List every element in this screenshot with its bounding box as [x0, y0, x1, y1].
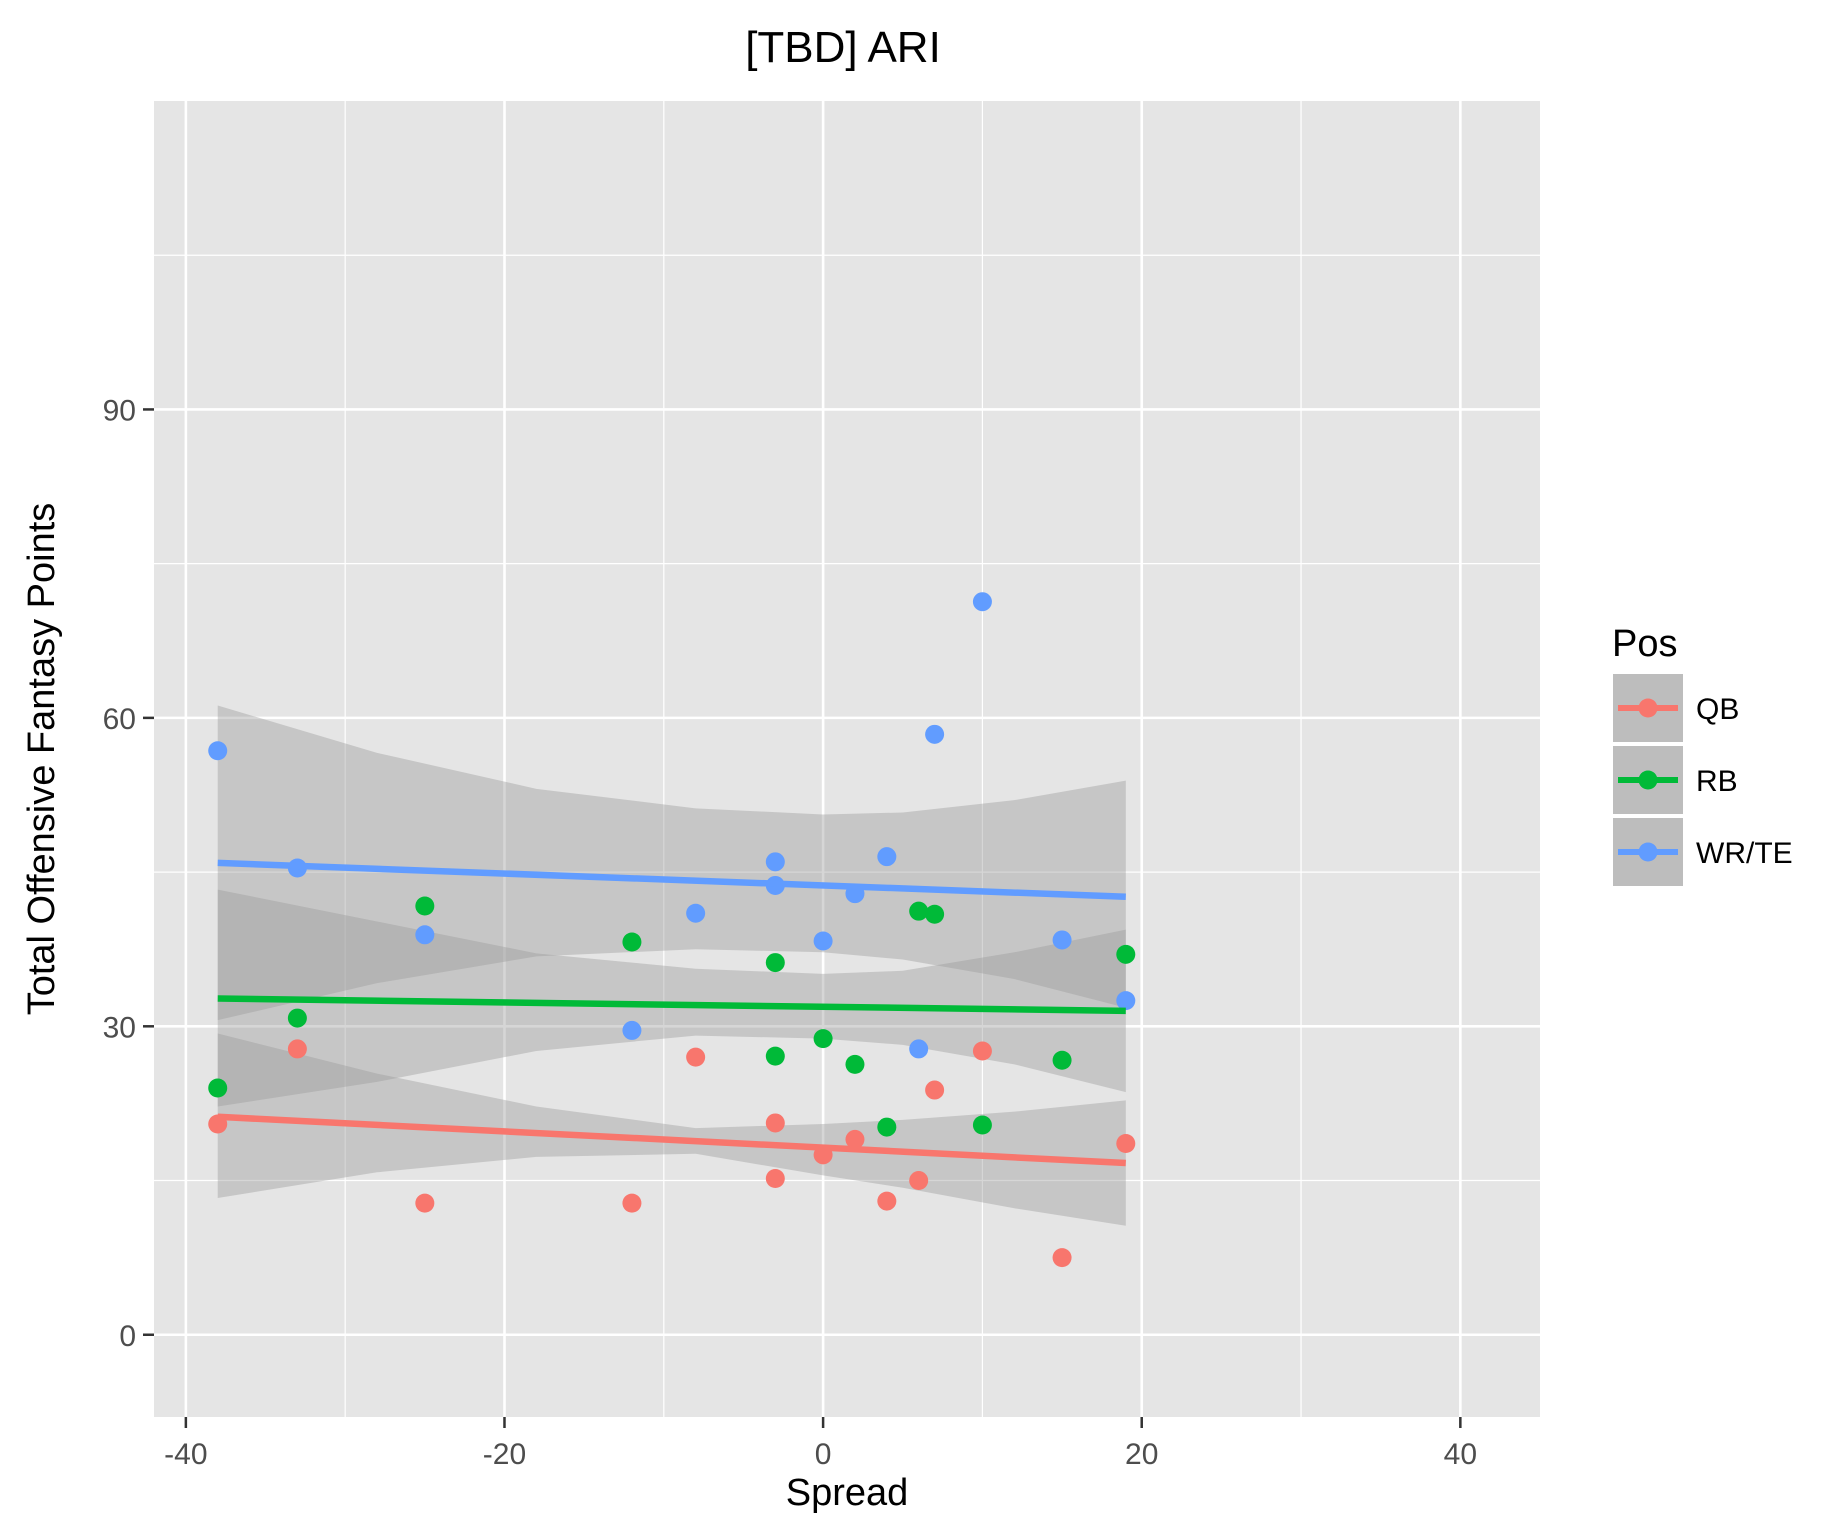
y-tick-label: 30 — [103, 1011, 136, 1044]
x-tick-label: 20 — [1125, 1438, 1158, 1471]
data-point-wr-te — [415, 925, 435, 945]
grid-major — [154, 101, 1540, 1417]
grid-minor — [154, 101, 1540, 1417]
data-point-rb — [925, 904, 945, 924]
data-point-wr-te — [877, 847, 897, 867]
y-tick-label: 90 — [103, 394, 136, 427]
confidence-band-qb — [217, 1033, 1126, 1226]
confidence-band-wr-te — [217, 705, 1126, 1021]
data-point-qb — [765, 1113, 785, 1133]
fit-line-qb — [217, 1113, 1126, 1167]
data-point-qb — [925, 1080, 945, 1100]
chart-title: [TBD] ARI — [745, 23, 941, 72]
x-tick-label: -40 — [164, 1438, 207, 1471]
legend-item-rb: RB — [1611, 744, 1738, 816]
data-point-rb — [287, 1008, 307, 1028]
data-point-wr-te — [765, 852, 785, 872]
plot-panel — [154, 101, 1540, 1417]
legend-point-rb — [1638, 770, 1658, 790]
data-point-qb — [845, 1129, 865, 1149]
legend-item-wr-te: WR/TE — [1611, 816, 1793, 888]
x-tick-label: 40 — [1444, 1438, 1477, 1471]
legend-title: Pos — [1612, 623, 1677, 665]
legend-item-qb: QB — [1611, 672, 1739, 744]
legend-label-qb: QB — [1696, 693, 1739, 726]
data-point-qb — [1116, 1134, 1136, 1154]
data-point-wr-te — [972, 592, 992, 612]
data-point-wr-te — [909, 1039, 929, 1059]
legend-label-rb: RB — [1696, 765, 1738, 798]
data-point-wr-te — [686, 903, 706, 923]
data-point-wr-te — [1052, 930, 1072, 950]
y-tick-label: 60 — [103, 703, 136, 736]
data-point-qb — [909, 1171, 929, 1191]
data-point-qb — [622, 1193, 642, 1213]
data-point-rb — [765, 953, 785, 973]
data-point-rb — [622, 932, 642, 952]
data-point-rb — [813, 1029, 833, 1049]
confidence-bands — [217, 705, 1126, 1226]
data-point-wr-te — [925, 724, 945, 744]
y-axis-label: Total Offensive Fantasy Points — [21, 503, 63, 1016]
data-point-rb — [415, 896, 435, 916]
data-point-wr-te — [208, 741, 228, 761]
fit-line-wr-te — [217, 859, 1126, 901]
x-tick-label: -20 — [483, 1438, 526, 1471]
y-tick-label: 0 — [119, 1320, 136, 1353]
data-point-qb — [287, 1039, 307, 1059]
x-tick-label: 0 — [815, 1438, 832, 1471]
data-point-qb — [972, 1041, 992, 1061]
legend-point-qb — [1638, 698, 1658, 718]
data-point-rb — [208, 1078, 228, 1098]
data-points — [208, 592, 1136, 1268]
data-point-rb — [1052, 1050, 1072, 1070]
data-point-qb — [1052, 1248, 1072, 1268]
data-point-wr-te — [813, 931, 833, 951]
data-point-qb — [877, 1191, 897, 1211]
confidence-band-rb — [217, 889, 1126, 1107]
data-point-qb — [765, 1168, 785, 1188]
data-point-rb — [845, 1054, 865, 1074]
data-point-qb — [415, 1193, 435, 1213]
data-point-rb — [877, 1117, 897, 1137]
data-point-rb — [765, 1046, 785, 1066]
data-point-rb — [1116, 944, 1136, 964]
fit-lines — [217, 859, 1126, 1167]
y-axis: 0 30 60 90 — [103, 394, 154, 1353]
x-axis-label: Spread — [786, 1472, 909, 1514]
data-point-wr-te — [622, 1020, 642, 1040]
data-point-wr-te — [1116, 991, 1136, 1011]
legend: Pos QB RB WR/TE — [1611, 623, 1793, 888]
x-axis: -40 -20 0 20 40 — [164, 1417, 1477, 1471]
data-point-qb — [686, 1047, 706, 1067]
legend-point-wr-te — [1638, 842, 1658, 862]
data-point-rb — [972, 1115, 992, 1135]
fit-line-rb — [217, 995, 1126, 1015]
legend-label-wr-te: WR/TE — [1696, 837, 1793, 870]
data-point-rb — [909, 901, 929, 921]
